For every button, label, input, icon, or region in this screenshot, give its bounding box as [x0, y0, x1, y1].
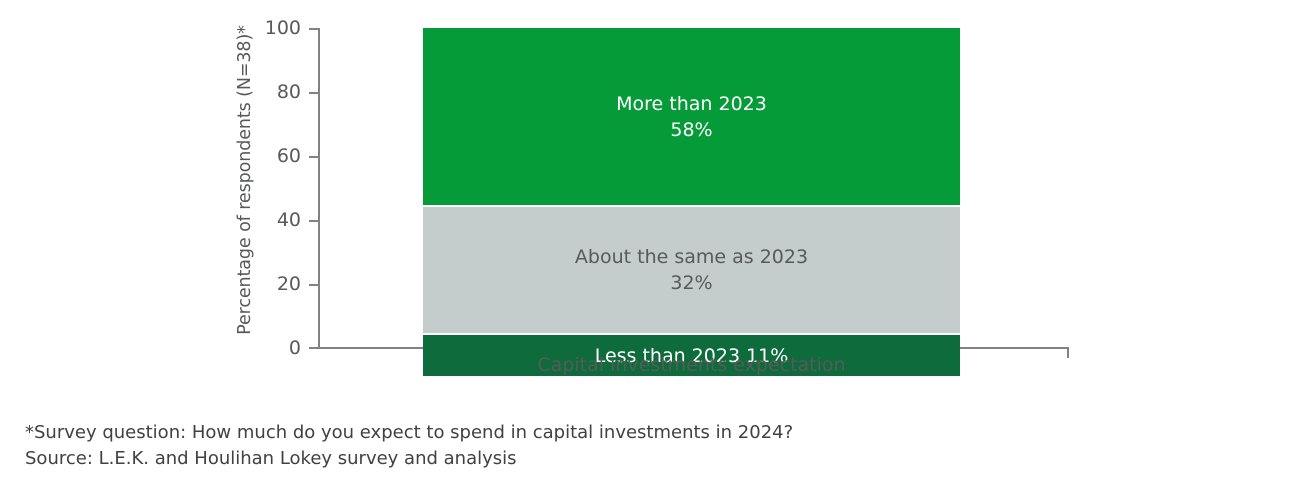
y-tick-mark-40	[309, 220, 319, 222]
x-axis-right-end-tick	[1067, 347, 1069, 358]
y-tick-mark-80	[309, 92, 319, 94]
bar-segment-about-the-same-as-2023[interactable]: About the same as 2023 32%	[423, 207, 960, 333]
footnotes: *Survey question: How much do you expect…	[25, 420, 1225, 472]
y-axis-spine	[318, 28, 320, 349]
y-tick-label-100: 100	[264, 17, 301, 39]
stacked-bar-chart: Percentage of respondents (N=38)* 100 80…	[235, 17, 1069, 376]
bar-segment-less-label: Less than 2023 11%	[594, 344, 789, 367]
y-tick-mark-100	[309, 28, 319, 30]
y-tick-label-0: 0	[288, 337, 301, 359]
y-tick-label-40: 40	[276, 209, 301, 231]
bar-segment-more-value: 58%	[670, 118, 713, 141]
y-tick-mark-20	[309, 284, 319, 286]
footnote-source: Source: L.E.K. and Houlihan Lokey survey…	[25, 448, 517, 469]
y-tick-label-20: 20	[276, 273, 301, 295]
bar-segment-more-label: More than 2023	[616, 92, 767, 115]
y-tick-label-60: 60	[276, 145, 301, 167]
y-axis-title: Percentage of respondents (N=38)*	[235, 25, 255, 335]
bar-segment-less-than-2023[interactable]: Less than 2023 11%	[423, 335, 960, 376]
stacked-bar: More than 2023 58% About the same as 202…	[423, 28, 960, 376]
y-tick-mark-60	[309, 156, 319, 158]
x-axis-category-label: Capital investments expectation	[537, 354, 846, 376]
bar-segment-more-than-2023[interactable]: More than 2023 58%	[423, 28, 960, 205]
bar-segment-same-label: About the same as 2023	[574, 246, 809, 268]
bar-segment-same-value: 32%	[670, 272, 713, 294]
footnote-survey-question: *Survey question: How much do you expect…	[25, 422, 794, 443]
y-tick-label-80: 80	[276, 81, 301, 103]
